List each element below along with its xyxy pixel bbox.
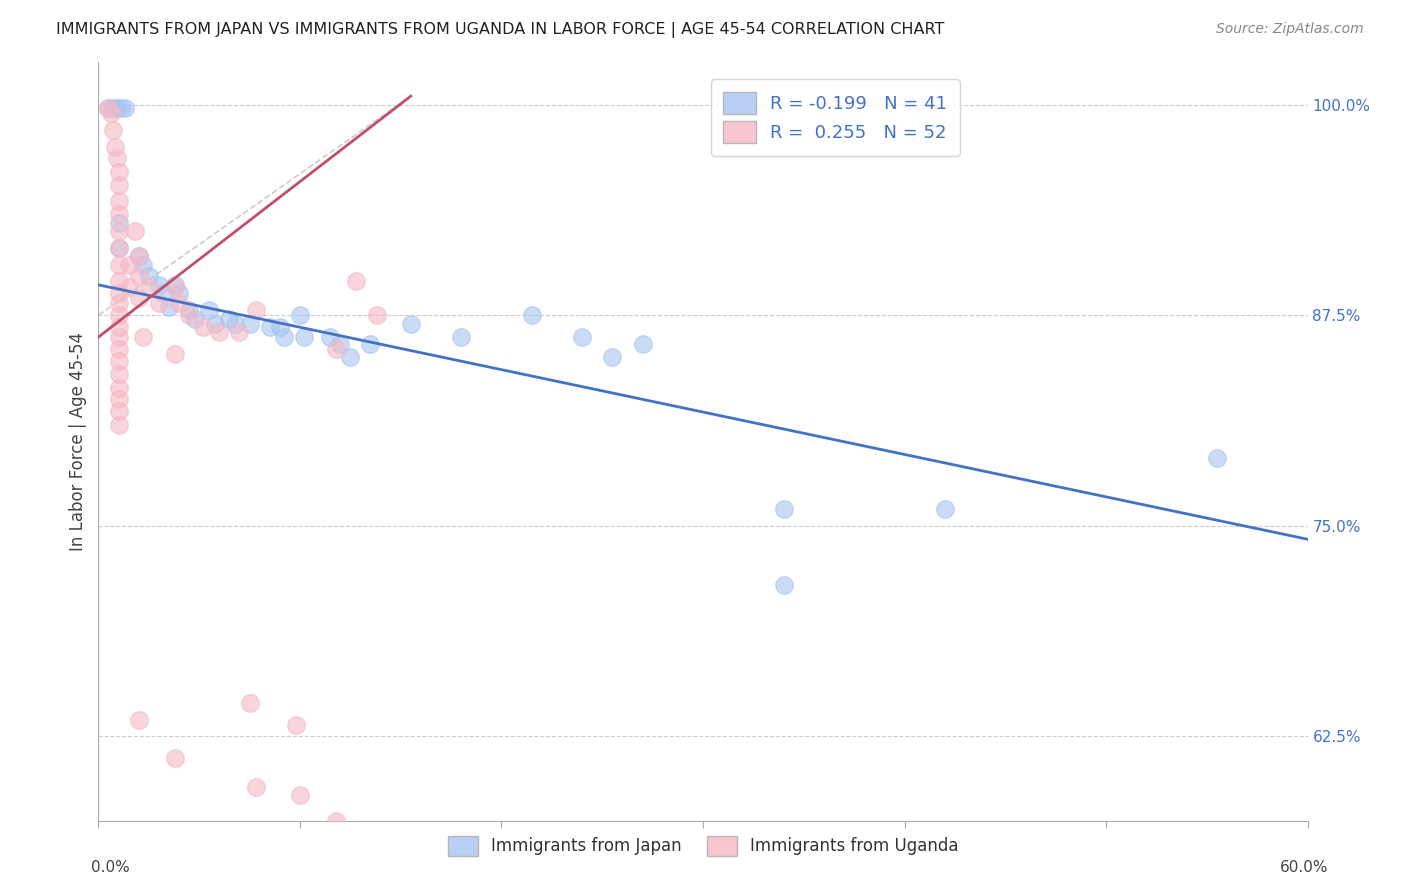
Text: IMMIGRANTS FROM JAPAN VS IMMIGRANTS FROM UGANDA IN LABOR FORCE | AGE 45-54 CORRE: IMMIGRANTS FROM JAPAN VS IMMIGRANTS FROM… — [56, 22, 945, 38]
Point — [105, 101, 128, 115]
Point — [105, 152, 128, 166]
Point — [179, 303, 201, 318]
Point — [107, 215, 129, 229]
Point — [208, 325, 231, 339]
Point — [118, 258, 141, 272]
Point — [124, 224, 146, 238]
Point — [224, 317, 246, 331]
Point — [198, 303, 221, 318]
Point — [107, 258, 129, 272]
Point — [167, 286, 190, 301]
Point — [110, 101, 132, 115]
Point — [138, 279, 160, 293]
Point — [107, 417, 129, 432]
Point — [107, 392, 129, 407]
Point — [239, 696, 262, 710]
Point — [101, 101, 124, 115]
Point — [163, 279, 186, 293]
Point — [772, 502, 794, 516]
Point — [107, 308, 129, 322]
Point — [107, 286, 129, 301]
Point — [292, 330, 315, 344]
Point — [107, 194, 129, 208]
Point — [218, 311, 240, 326]
Point — [157, 300, 180, 314]
Point — [1206, 451, 1229, 466]
Point — [107, 241, 129, 255]
Point — [179, 308, 201, 322]
Point — [631, 336, 654, 351]
Point — [288, 308, 311, 322]
Point — [344, 275, 367, 289]
Point — [245, 303, 267, 318]
Point — [934, 502, 956, 516]
Point — [132, 330, 155, 344]
Point — [366, 308, 388, 322]
Point — [107, 224, 129, 238]
Point — [193, 320, 215, 334]
Point — [167, 296, 190, 310]
Point — [107, 178, 129, 193]
Point — [118, 279, 141, 293]
Point — [163, 751, 186, 765]
Point — [339, 351, 361, 365]
Point — [319, 330, 342, 344]
Point — [107, 296, 129, 310]
Point — [138, 269, 160, 284]
Point — [288, 789, 311, 803]
Point — [184, 311, 207, 326]
Point — [239, 317, 262, 331]
Point — [148, 277, 170, 292]
Point — [128, 269, 150, 284]
Point — [329, 336, 352, 351]
Point — [128, 713, 150, 727]
Point — [163, 347, 186, 361]
Point — [107, 353, 129, 368]
Point — [103, 139, 125, 153]
Point — [520, 308, 543, 322]
Point — [114, 101, 136, 115]
Point — [325, 814, 347, 828]
Point — [228, 325, 250, 339]
Point — [152, 286, 174, 301]
Point — [100, 106, 122, 120]
Point — [132, 258, 155, 272]
Text: 0.0%: 0.0% — [91, 860, 131, 874]
Point — [107, 342, 129, 356]
Point — [107, 241, 129, 255]
Point — [325, 342, 347, 356]
Point — [107, 207, 129, 221]
Point — [107, 330, 129, 344]
Point — [101, 123, 124, 137]
Point — [399, 317, 422, 331]
Point — [245, 780, 267, 794]
Point — [259, 320, 281, 334]
Point — [97, 101, 120, 115]
Point — [269, 320, 291, 334]
Point — [107, 404, 129, 418]
Point — [107, 165, 129, 179]
Point — [284, 717, 307, 731]
Point — [571, 330, 593, 344]
Point — [360, 336, 382, 351]
Point — [128, 249, 150, 263]
Point — [97, 101, 120, 115]
Point — [602, 351, 624, 365]
Point — [772, 578, 794, 592]
Point — [128, 249, 150, 263]
Point — [163, 277, 186, 292]
Point — [450, 330, 472, 344]
Point — [148, 296, 170, 310]
Legend: Immigrants from Japan, Immigrants from Uganda: Immigrants from Japan, Immigrants from U… — [434, 822, 972, 869]
Point — [107, 381, 129, 395]
Point — [107, 367, 129, 381]
Point — [107, 320, 129, 334]
Point — [107, 275, 129, 289]
Point — [128, 291, 150, 305]
Y-axis label: In Labor Force | Age 45-54: In Labor Force | Age 45-54 — [69, 332, 87, 551]
Point — [273, 330, 295, 344]
Point — [204, 317, 226, 331]
Text: 60.0%: 60.0% — [1281, 860, 1329, 874]
Text: Source: ZipAtlas.com: Source: ZipAtlas.com — [1216, 22, 1364, 37]
